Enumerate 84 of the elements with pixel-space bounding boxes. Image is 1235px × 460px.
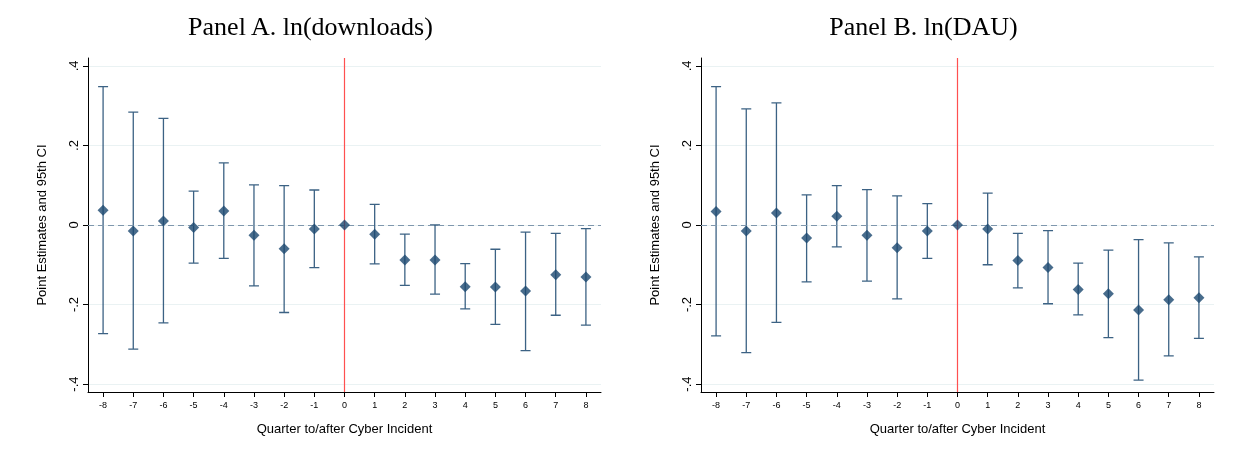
x-tick-label: 5 xyxy=(492,399,498,410)
point xyxy=(459,281,471,293)
point xyxy=(982,223,994,235)
point xyxy=(831,210,843,222)
y-tick-label: .2 xyxy=(679,140,694,151)
point xyxy=(97,204,109,216)
point xyxy=(861,229,873,241)
point xyxy=(248,229,260,241)
x-tick-label: 8 xyxy=(1196,399,1202,410)
x-tick-label: 4 xyxy=(462,399,468,410)
y-axis-title: Point Estimates and 95th CI xyxy=(647,144,662,306)
point xyxy=(1012,254,1024,266)
point xyxy=(1163,294,1175,306)
x-tick-label: 6 xyxy=(523,399,529,410)
x-tick-label: -6 xyxy=(772,399,781,410)
x-tick-label: 0 xyxy=(954,399,961,410)
x-tick-label: 8 xyxy=(583,399,589,410)
x-tick-label: -8 xyxy=(99,399,108,410)
point xyxy=(1133,304,1145,316)
y-tick-label: -.2 xyxy=(66,296,81,313)
point xyxy=(339,219,350,231)
x-tick-label: 7 xyxy=(1166,399,1172,410)
x-tick-label: 4 xyxy=(1075,399,1081,410)
point xyxy=(921,225,933,237)
point xyxy=(520,285,532,297)
point xyxy=(891,242,903,254)
point xyxy=(429,254,441,266)
x-tick-label: 1 xyxy=(372,399,378,410)
point xyxy=(218,205,230,217)
x-tick-label: 7 xyxy=(553,399,559,410)
y-axis-title: Point Estimates and 95th CI xyxy=(34,144,49,306)
x-tick-label: -4 xyxy=(832,399,841,410)
point xyxy=(770,207,782,219)
x-tick-label: 0 xyxy=(341,399,348,410)
point xyxy=(278,243,290,255)
point xyxy=(801,232,813,244)
point xyxy=(580,271,592,283)
x-tick-label: -3 xyxy=(862,399,871,410)
y-tick-label: .2 xyxy=(66,140,81,151)
x-tick-label: 2 xyxy=(402,399,408,410)
x-tick-label: -7 xyxy=(742,399,751,410)
x-tick-label: 2 xyxy=(1015,399,1021,410)
point xyxy=(308,223,320,235)
x-tick-label: -3 xyxy=(249,399,258,410)
point xyxy=(157,215,169,227)
x-tick-label: -1 xyxy=(310,399,319,410)
y-tick-label: 0 xyxy=(679,221,694,229)
x-tick-label: -5 xyxy=(189,399,198,410)
x-tick-label: -4 xyxy=(219,399,228,410)
point xyxy=(1072,283,1084,295)
point xyxy=(1102,288,1114,300)
y-tick-label: -.2 xyxy=(679,296,694,313)
x-tick-label: 6 xyxy=(1136,399,1142,410)
x-tick-label: -2 xyxy=(893,399,902,410)
y-tick-label: .4 xyxy=(679,60,694,72)
y-tick-label: .4 xyxy=(66,60,81,72)
x-axis-title: Quarter to/after Cyber Incident xyxy=(256,421,433,436)
chart-title: Panel A. ln(downloads) xyxy=(188,11,433,41)
y-tick-label: 0 xyxy=(66,221,81,229)
x-tick-label: -2 xyxy=(280,399,289,410)
x-axis-title: Quarter to/after Cyber Incident xyxy=(869,421,1046,436)
x-tick-label: -7 xyxy=(129,399,138,410)
y-tick-label: -.4 xyxy=(66,376,81,392)
point xyxy=(188,221,200,233)
point xyxy=(1193,292,1205,304)
x-tick-label: -6 xyxy=(159,399,168,410)
x-tick-label: -1 xyxy=(923,399,932,410)
x-tick-label: -5 xyxy=(802,399,811,410)
x-tick-label: 5 xyxy=(1105,399,1111,410)
point xyxy=(489,281,501,293)
x-tick-label: 3 xyxy=(432,399,438,410)
point xyxy=(369,228,381,240)
point xyxy=(1042,262,1054,274)
point xyxy=(710,205,722,217)
y-tick-label: -.4 xyxy=(679,376,694,392)
x-tick-label: 1 xyxy=(985,399,991,410)
point xyxy=(127,225,139,237)
x-tick-label: -8 xyxy=(712,399,721,410)
point xyxy=(740,225,752,237)
chart-title: Panel B. ln(DAU) xyxy=(829,11,1018,41)
point xyxy=(952,219,963,231)
x-tick-label: 3 xyxy=(1045,399,1051,410)
point xyxy=(550,269,562,281)
point xyxy=(399,254,411,266)
